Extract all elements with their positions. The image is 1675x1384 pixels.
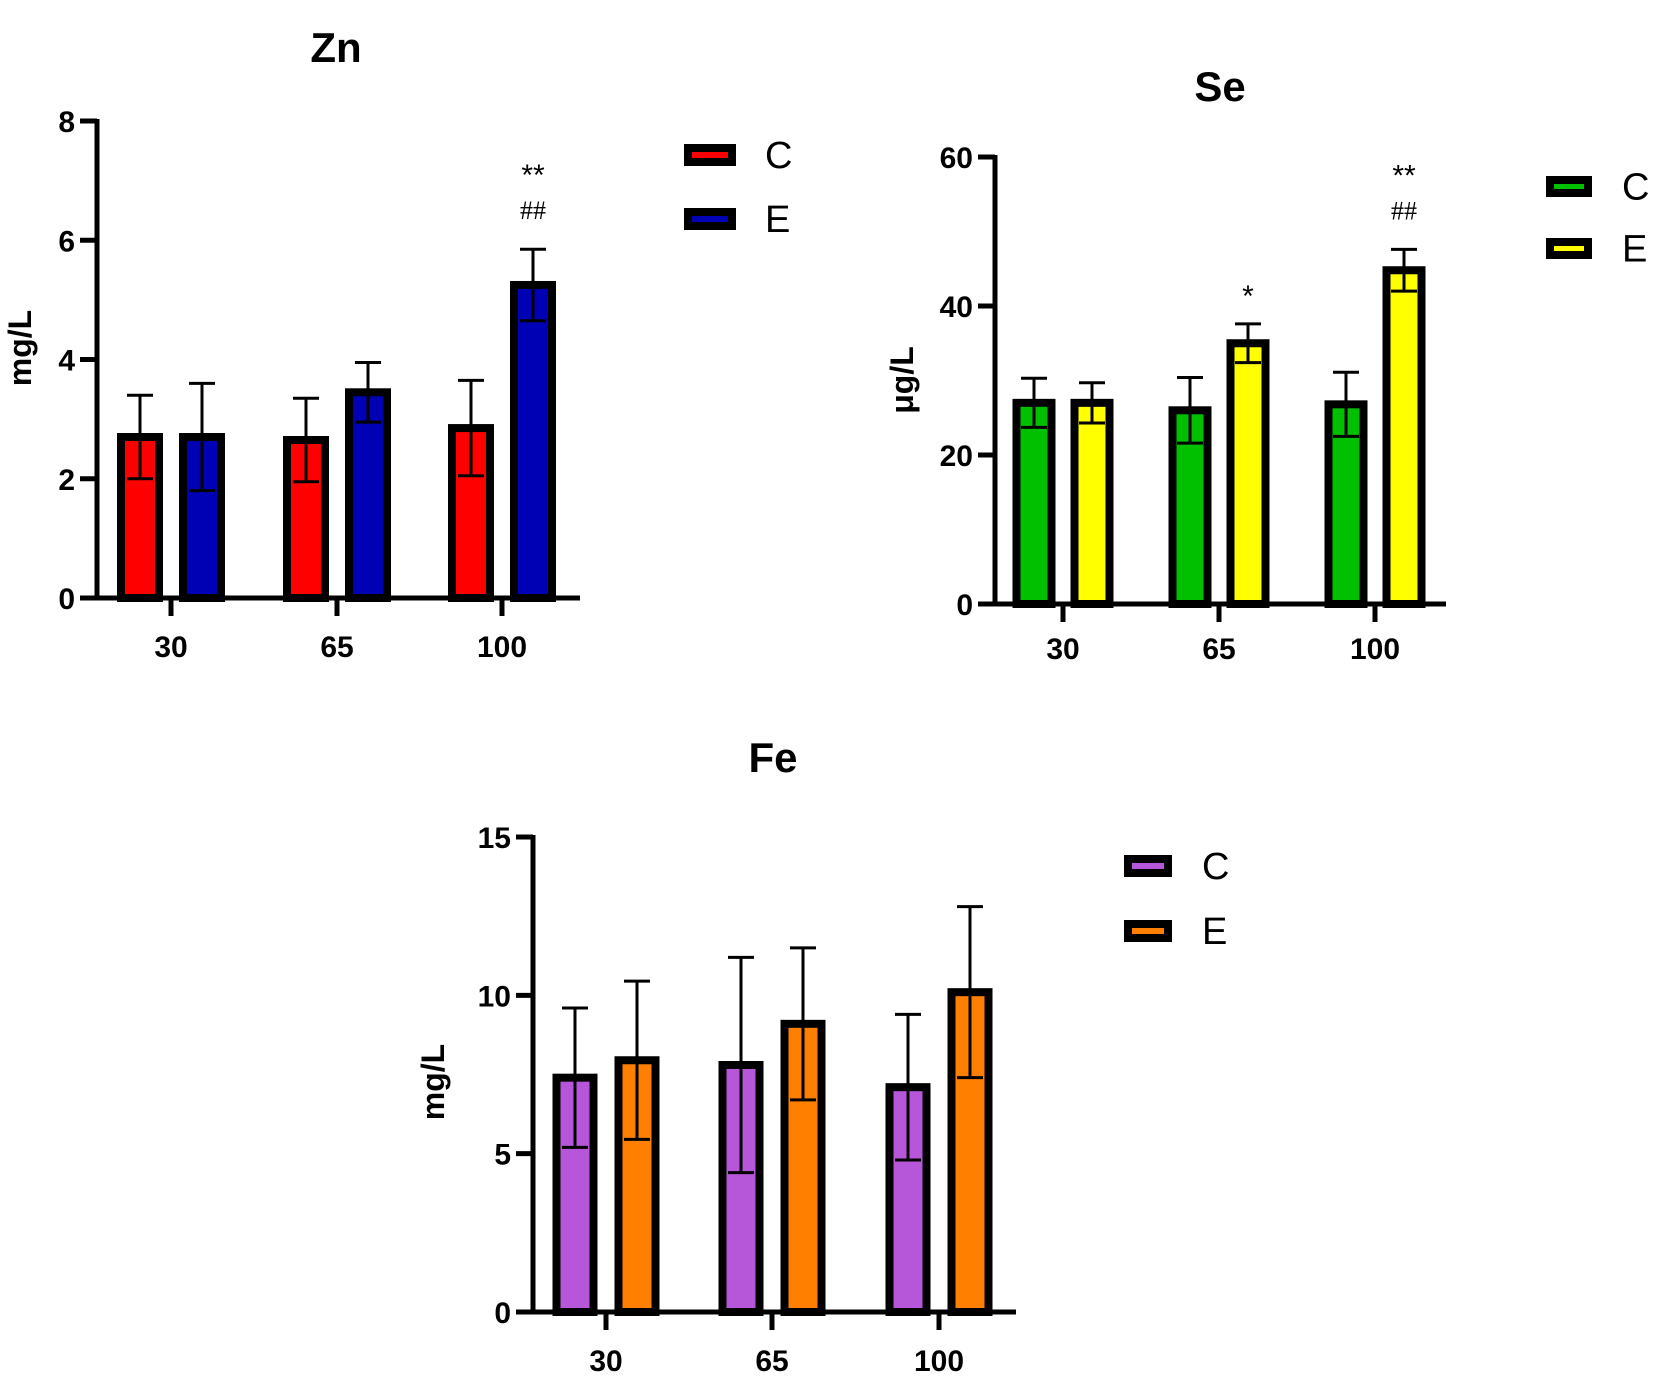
legend-swatch-e [1546,238,1592,259]
bar-c-30 [1012,398,1056,608]
legend-label-e: E [1622,229,1647,271]
significance-star: * [1242,280,1254,313]
y-tick-label: 60 [940,142,973,175]
x-tick-label: 65 [755,1345,788,1378]
y-tick-label: 40 [940,291,973,324]
y-tick-label: 0 [956,589,973,622]
y-tick-label: 0 [58,583,75,616]
bar-e-65 [1226,339,1270,608]
x-tick-label: 65 [320,631,353,664]
legend-label-c: C [1622,167,1649,209]
y-axis-label: mg/L [415,1044,451,1120]
legend-label-e: E [1202,911,1227,953]
y-tick-label: 8 [58,106,75,139]
x-tick-label: 30 [154,631,187,664]
chart-title: Zn [310,24,361,71]
y-tick-label: 2 [58,464,75,497]
significance-hash: ## [520,196,546,225]
y-tick-label: 15 [478,822,511,855]
bar-e-30 [1070,398,1114,608]
legend-swatch-c [684,144,736,166]
x-tick-label: 30 [1046,633,1079,666]
chart-fe: Fe mg/L 0 5 10 15 30 65 100 CE [415,734,1229,1378]
legend-label-c: C [1202,846,1229,888]
significance-hash: ## [1391,196,1417,225]
x-tick-label: 65 [1202,633,1235,666]
bar-e-100 [510,280,556,602]
y-tick-label: 0 [494,1297,511,1330]
legend-label-c: C [765,135,792,177]
y-tick-label: 5 [494,1139,511,1172]
x-tick-label: 100 [1350,633,1400,666]
y-axis-label: μg/L [884,346,920,414]
x-tick-label: 100 [477,631,527,664]
y-axis-label: mg/L [2,310,38,386]
y-tick-label: 4 [58,345,75,378]
significance-star: ** [1392,159,1416,192]
y-tick-label: 10 [478,980,511,1013]
plot-area: 0 5 10 15 30 65 100 [478,822,1016,1378]
legend: CE [1124,846,1229,953]
legend-swatch-c [1124,855,1172,877]
y-tick-label: 20 [940,440,973,473]
x-tick-label: 30 [589,1345,622,1378]
plot-area: 0 2 4 6 8 30 65 100 ** ## [58,106,580,664]
significance-star: ** [521,159,545,192]
bar-e-100 [1382,266,1426,608]
legend: CE [1546,167,1649,271]
legend-swatch-e [684,208,736,230]
legend-label-e: E [765,199,790,241]
legend-swatch-e [1124,920,1172,942]
chart-zn: Zn mg/L 0 2 4 6 8 30 65 100 ** ## CE [2,24,792,664]
legend-swatch-c [1546,176,1592,197]
legend: CE [684,135,792,241]
chart-title: Fe [748,734,797,781]
y-tick-label: 6 [58,225,75,258]
x-tick-label: 100 [914,1345,964,1378]
chart-title: Se [1194,63,1245,110]
